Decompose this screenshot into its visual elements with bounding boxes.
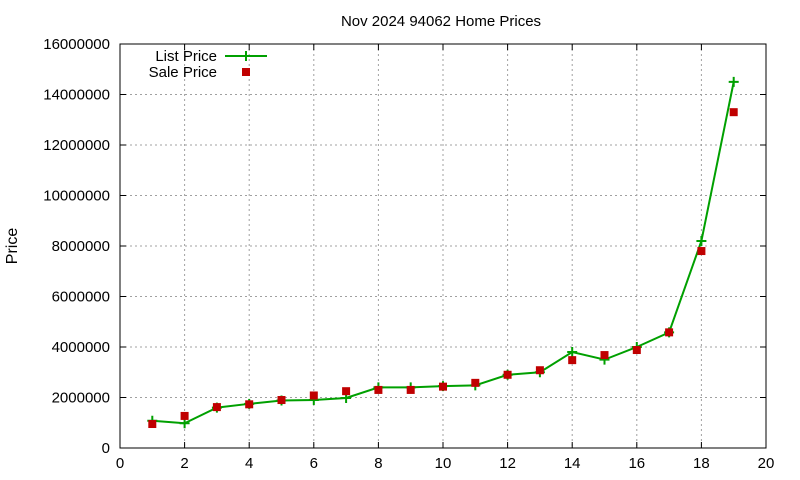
legend-swatch-marker: [241, 51, 251, 61]
grid: [120, 44, 766, 448]
data-point: [439, 382, 447, 391]
x-tick-label: 6: [310, 455, 318, 472]
data-point: [277, 396, 286, 405]
data-point: [148, 420, 157, 429]
y-tick-label: 12000000: [43, 137, 110, 154]
x-tick-label: 14: [564, 455, 581, 472]
legend-label: Sale Price: [149, 64, 217, 81]
data-point: [696, 235, 707, 246]
data-point: [568, 356, 577, 365]
data-point: [728, 76, 739, 87]
data-point: [309, 391, 318, 400]
data-point: [567, 347, 578, 358]
series: [147, 76, 739, 429]
data-point: [729, 108, 738, 117]
x-tick-label: 8: [374, 455, 382, 472]
data-point: [212, 403, 221, 412]
data-point: [600, 351, 609, 360]
x-tick-label: 16: [628, 455, 645, 472]
data-point: [245, 400, 254, 409]
legend-swatch-marker: [242, 68, 250, 76]
data-point: [503, 370, 512, 379]
data-point: [406, 385, 415, 394]
data-point: [697, 247, 706, 256]
x-tick-label: 10: [435, 455, 452, 472]
y-tick-label: 16000000: [43, 36, 110, 53]
y-tick-label: 0: [102, 440, 110, 457]
y-axis-label: Price: [4, 228, 21, 265]
legend-label: List Price: [155, 48, 217, 65]
x-tick-label: 4: [245, 455, 253, 472]
x-tick-label: 2: [180, 455, 188, 472]
data-point: [665, 328, 674, 337]
chart-title: Nov 2024 94062 Home Prices: [341, 13, 541, 30]
data-point: [180, 411, 189, 420]
data-point: [471, 378, 480, 387]
data-point: [374, 385, 383, 394]
data-point: [632, 346, 641, 355]
series-1: [148, 108, 738, 429]
y-tick-label: 8000000: [52, 238, 110, 255]
x-tick-label: 18: [693, 455, 710, 472]
x-tick-label: 12: [499, 455, 516, 472]
y-tick-label: 2000000: [52, 390, 110, 407]
y-tick-label: 14000000: [43, 87, 110, 104]
data-point: [342, 387, 351, 396]
axis-ticks: 0 2 4 6 8 10 12 14 16 18 20 0 2000000 4000000 6000000 8…: [43, 36, 774, 472]
x-tick-label: 0: [116, 455, 124, 472]
y-tick-label: 6000000: [52, 289, 110, 306]
y-tick-label: 10000000: [43, 188, 110, 205]
y-tick-label: 4000000: [52, 339, 110, 356]
data-point: [535, 366, 544, 375]
x-tick-label: 20: [758, 455, 775, 472]
series-line: [152, 81, 735, 425]
